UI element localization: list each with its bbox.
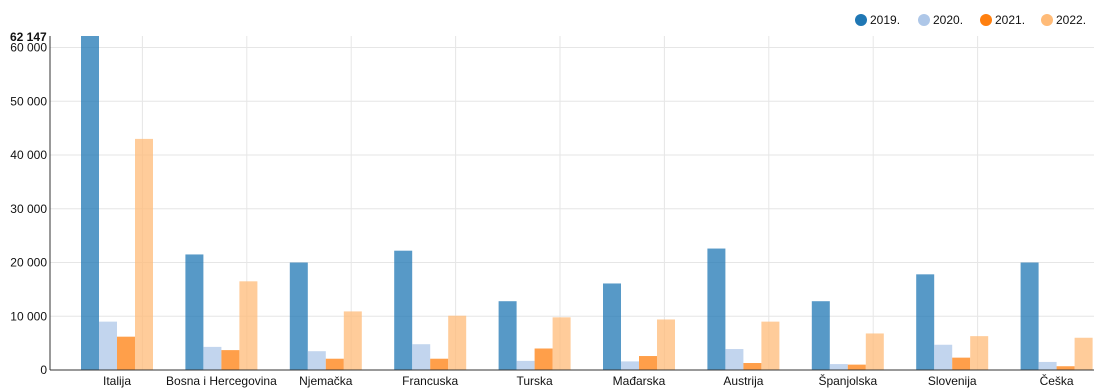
x-tick-label: Slovenija [928,374,977,388]
legend[interactable]: 2019. 2020. 2021. 2022. [855,13,1086,27]
bar[interactable] [552,317,571,370]
bar[interactable] [239,281,258,370]
bar[interactable] [603,283,621,370]
legend-item[interactable]: 2019. [855,13,900,27]
x-tick-label: Turska [516,374,553,388]
legend-swatch [918,14,930,26]
legend-swatch [855,14,867,26]
bar[interactable] [725,349,744,370]
axes [49,36,1094,371]
bar[interactable] [639,356,657,370]
bar[interactable] [325,358,344,370]
bar[interactable] [394,250,413,370]
bar[interactable] [534,348,553,370]
y-tick-label: 60 000 [10,41,47,55]
bar[interactable] [811,301,830,370]
bar[interactable] [430,358,449,370]
bar[interactable] [221,350,240,370]
y-tick-label: 40 000 [10,148,47,162]
legend-item[interactable]: 2020. [918,13,963,27]
bar[interactable] [99,321,117,370]
x-tick-label: Njemačka [299,374,353,388]
bar[interactable] [657,319,675,370]
y-tick-label: 10 000 [10,309,47,323]
x-tick-labels: Italija Bosna i Hercegovina Njemačka Francu… [103,373,1074,388]
bar[interactable] [448,315,467,370]
x-tick-label: Mađarska [613,374,666,388]
bar[interactable] [707,248,726,370]
x-tick-label: Francuska [402,374,458,388]
bar[interactable] [498,301,517,370]
bar[interactable] [135,138,153,370]
x-tick-label: Španjolska [818,373,877,388]
bar[interactable] [81,36,99,370]
y-tick-labels: 0 10 000 20 000 30 000 40 000 50 000 60 000 [10,41,47,377]
bar[interactable] [829,364,848,370]
x-tick-label: Bosna i Hercegovina [166,374,277,388]
grid-lines [50,36,1094,370]
bars [81,36,1093,370]
legend-item[interactable]: 2021. [980,13,1025,27]
legend-label: 2022. [1056,13,1086,27]
y-tick-label: 50 000 [10,94,47,108]
bar[interactable] [1020,262,1039,370]
bar[interactable] [412,344,431,370]
bar[interactable] [952,357,971,370]
x-tick-label: Austrija [723,374,763,388]
x-tick-label: Italija [103,374,131,388]
bar[interactable] [203,346,222,370]
y-tick-label: 0 [40,363,47,377]
bar[interactable] [307,351,326,370]
bar[interactable] [1056,366,1075,370]
bar[interactable] [1074,337,1093,370]
bar[interactable] [934,344,953,370]
bar[interactable] [916,274,935,370]
bar[interactable] [970,336,989,370]
bar[interactable] [621,361,639,370]
legend-item[interactable]: 2022. [1041,13,1086,27]
bar[interactable] [743,363,762,370]
bar[interactable] [865,333,884,370]
legend-swatch [980,14,992,26]
bar[interactable] [847,364,866,370]
bar[interactable] [1038,361,1057,370]
bar[interactable] [185,254,204,370]
y-max-label: 62 147 [10,30,47,44]
legend-swatch [1041,14,1053,26]
legend-label: 2021. [995,13,1025,27]
bar[interactable] [117,336,135,370]
y-tick-label: 20 000 [10,256,47,270]
y-tick-label: 30 000 [10,202,47,216]
bar[interactable] [289,262,308,370]
bar[interactable] [761,321,780,370]
x-tick-label: Češka [1040,373,1074,388]
bar[interactable] [343,311,362,370]
legend-label: 2019. [870,13,900,27]
bar[interactable] [516,360,535,370]
legend-label: 2020. [933,13,963,27]
